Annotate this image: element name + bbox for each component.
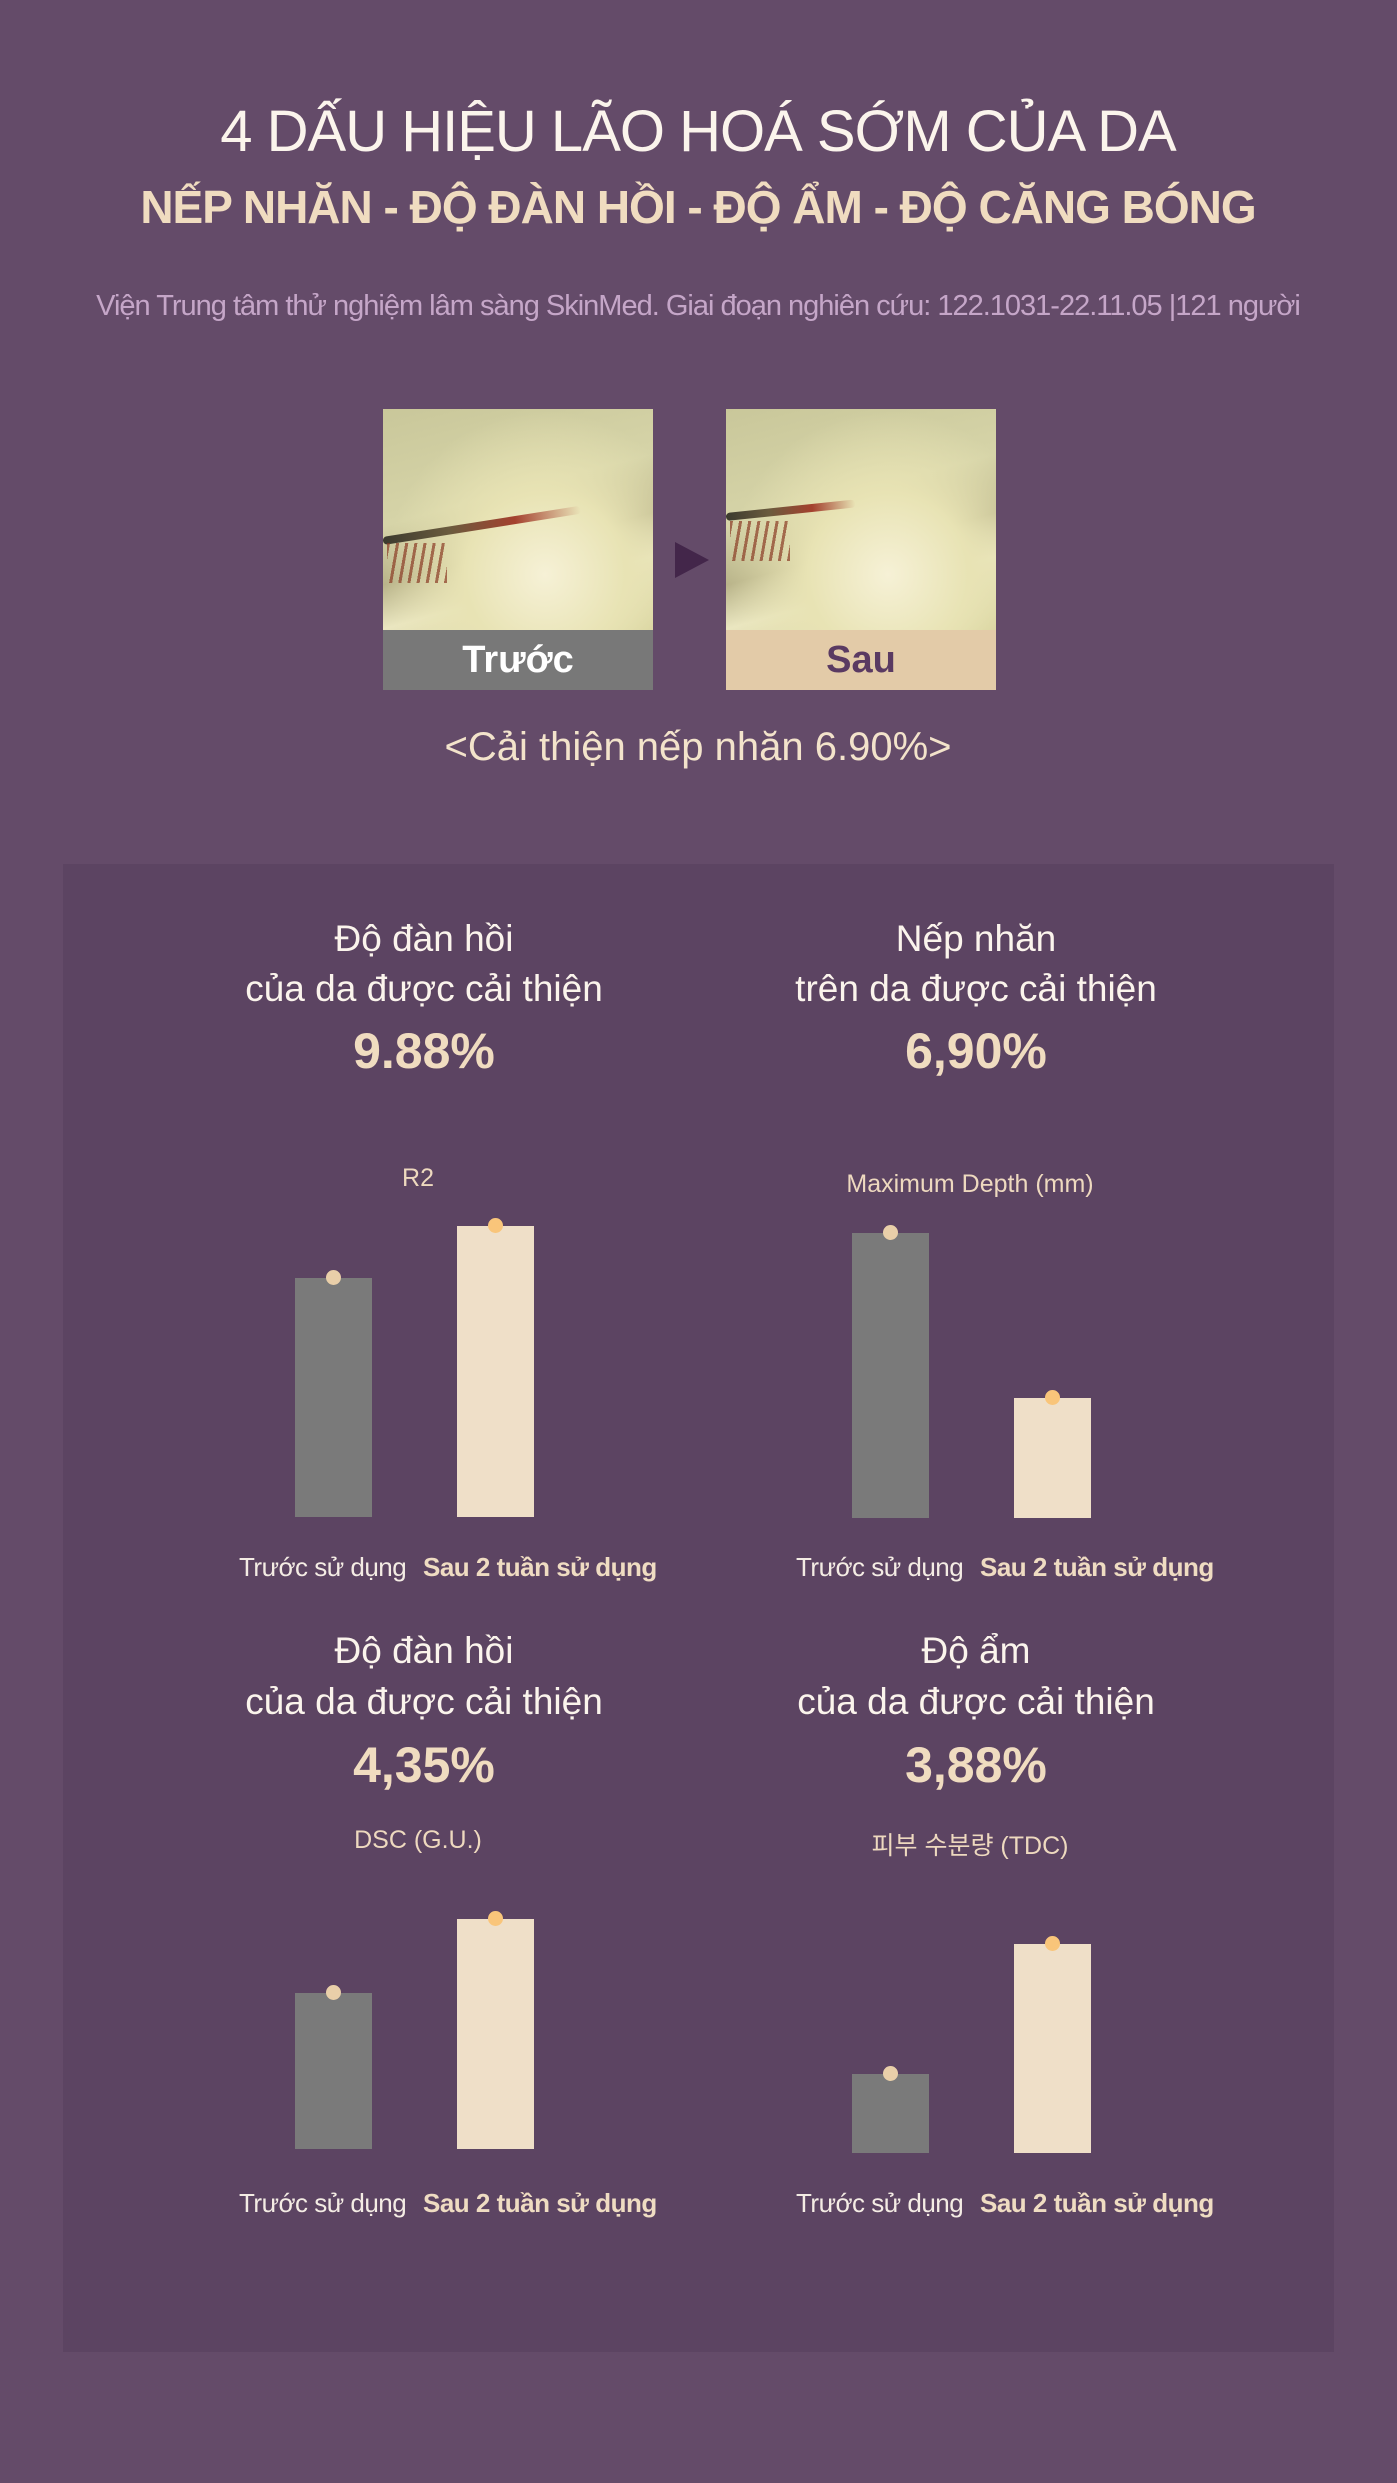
dot-after — [1045, 1936, 1060, 1951]
improvement-percent: 9.88% — [353, 1023, 495, 1079]
chart-metric-title: Maximum Depth (mm) — [846, 1170, 1094, 1198]
chart-heading-line1: Độ đàn hồi — [334, 1630, 514, 1671]
improvement-percent: 6,90% — [905, 1023, 1047, 1079]
chart-metric-title: R2 — [402, 1164, 434, 1192]
bar-after — [457, 1919, 534, 2149]
before-label: Trước — [383, 630, 653, 690]
x-label-after: Sau 2 tuần sử dụng — [423, 1552, 657, 1582]
play-triangle-icon — [675, 542, 709, 578]
chart-heading-line2: của da được cải thiện — [797, 1681, 1155, 1722]
improvement-percent: 3,88% — [905, 1737, 1047, 1793]
chart-heading-line2: trên da được cải thiện — [795, 968, 1157, 1009]
chart-heading-line1: Độ ẩm — [921, 1630, 1031, 1671]
x-label-before: Trước sử dụng — [796, 1552, 964, 1582]
dot-after — [488, 1911, 503, 1926]
dot-before — [883, 2065, 898, 2081]
bar-before — [295, 1992, 372, 2149]
bar-after — [1014, 1398, 1091, 1518]
after-label: Sau — [726, 630, 996, 690]
dot-after — [488, 1218, 503, 1233]
chart-heading-line1: Nếp nhăn — [895, 918, 1057, 959]
bar-before — [852, 1233, 929, 1518]
wrinkle-line — [382, 505, 582, 545]
bar-after — [457, 1226, 534, 1517]
results-panel — [63, 864, 1334, 2352]
x-label-before: Trước sử dụng — [239, 1552, 407, 1582]
wrinkle-line — [725, 499, 856, 521]
chart-metric-title: DSC (G.U.) — [354, 1826, 482, 1854]
after-skin-photo — [725, 409, 996, 630]
x-label-before: Trước sử dụng — [239, 2188, 407, 2218]
improvement-percent: 4,35% — [353, 1737, 495, 1793]
dot-before — [883, 1225, 898, 1240]
chart-heading-line2: của da được cải thiện — [245, 968, 603, 1009]
bar-before — [852, 2073, 929, 2153]
before-skin-photo — [382, 409, 653, 630]
dot-after — [1045, 1390, 1060, 1406]
chart-heading-line1: Độ đàn hồi — [334, 918, 514, 959]
page-title: 4 DẤU HIỆU LÃO HOÁ SỚM CỦA DA — [220, 99, 1176, 164]
x-label-after: Sau 2 tuần sử dụng — [980, 1552, 1214, 1582]
chart-heading-line2: của da được cải thiện — [245, 1681, 603, 1722]
eyelashes — [730, 521, 790, 561]
study-source: Viện Trung tâm thử nghiệm lâm sàng SkinM… — [96, 290, 1301, 322]
bar-before — [295, 1278, 372, 1517]
eyelashes — [387, 543, 447, 583]
bar-after — [1014, 1944, 1091, 2153]
chart-metric-title: 피부 수분량 (TDC) — [871, 1832, 1069, 1860]
x-label-before: Trước sử dụng — [796, 2188, 964, 2218]
dot-before — [326, 1270, 341, 1286]
wrinkle-improvement-caption: <Cải thiện nếp nhăn 6.90%> — [444, 725, 952, 769]
dot-before — [326, 1984, 341, 2000]
x-label-after: Sau 2 tuần sử dụng — [980, 2188, 1214, 2218]
x-label-after: Sau 2 tuần sử dụng — [423, 2188, 657, 2218]
page-subtitle: NẾP NHĂN - ĐỘ ĐÀN HỒI - ĐỘ ẨM - ĐỘ CĂNG … — [140, 181, 1256, 233]
